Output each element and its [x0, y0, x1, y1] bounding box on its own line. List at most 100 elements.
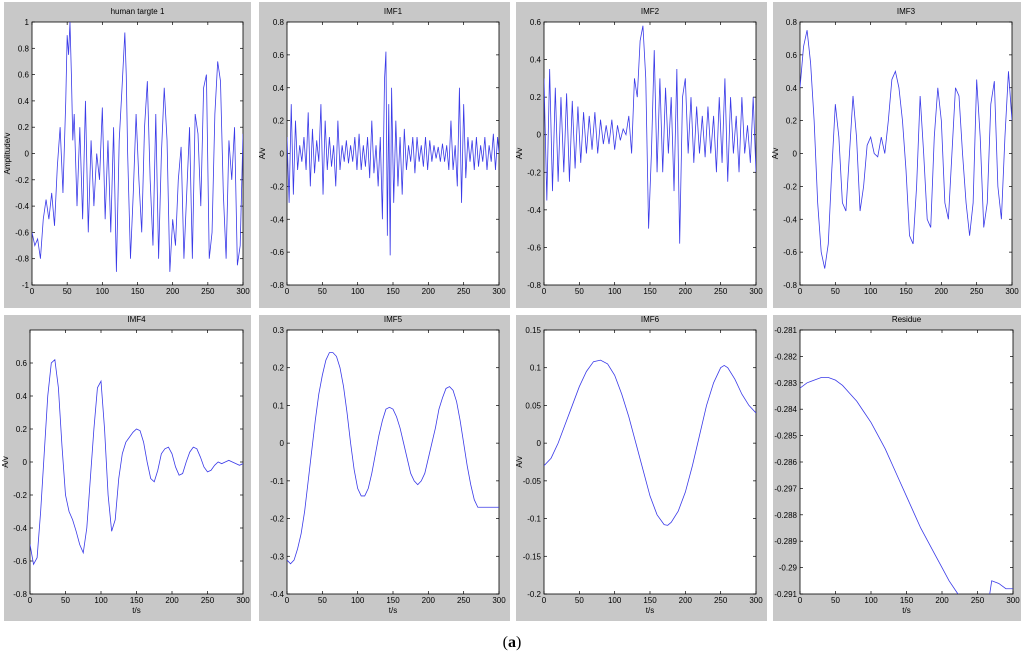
- x-tick-label: 200: [679, 287, 693, 296]
- y-tick-label: -1: [22, 281, 30, 290]
- y-tick-label: -0.3: [270, 552, 284, 561]
- x-tick-label: 150: [643, 287, 657, 296]
- chart-panel-3: 0 50 100 150 200 250 300 -0.8 -0.6 -0.4 -0.2 0 0.2 0.…: [515, 2, 767, 308]
- x-tick-label: 300: [749, 596, 763, 605]
- y-tick-label: 0: [25, 150, 30, 159]
- y-tick-label: 0.4: [18, 97, 30, 106]
- x-tick-label: 150: [899, 287, 913, 296]
- x-tick-label: 300: [749, 287, 763, 296]
- plot-area: [799, 329, 1014, 595]
- chart-panel-7: 0 50 100 150 200 250 300 -0.2 -0.15 -0.1 -0.05 0 0.0…: [515, 315, 767, 621]
- x-tick-label: 0: [285, 596, 290, 605]
- chart-panel-8: 0 50 100 150 200 250 300 -0.291 -0.29 -0.289 -0.28…: [773, 315, 1021, 621]
- y-tick-label: 0.2: [786, 117, 798, 126]
- y-tick-label: 0.4: [786, 84, 798, 93]
- y-axis-label: A/v: [258, 148, 267, 160]
- y-tick-label: 0: [280, 439, 285, 448]
- x-tick-label: 50: [575, 287, 584, 296]
- y-axis-label: A/v: [771, 148, 780, 160]
- x-tick-label: 50: [318, 596, 327, 605]
- y-tick-label: 0.4: [530, 56, 542, 65]
- y-tick-label: -0.2: [527, 168, 541, 177]
- y-tick-label: -0.4: [13, 524, 27, 533]
- x-axis-label: t/s: [389, 606, 397, 615]
- y-axis-label: A/v: [515, 456, 524, 468]
- y-tick-label: -0.2: [527, 590, 541, 599]
- chart-title: human targte 1: [111, 7, 165, 16]
- series-line: [30, 358, 243, 566]
- plot-area: [799, 21, 1013, 286]
- y-tick-label: 0.6: [273, 51, 285, 60]
- y-tick-label: -0.6: [783, 248, 797, 257]
- y-tick-label: 0.8: [273, 18, 285, 27]
- x-tick-label: 300: [492, 287, 506, 296]
- y-tick-label: -0.283: [774, 379, 797, 388]
- x-tick-label: 100: [864, 596, 878, 605]
- y-tick-label: -0.285: [774, 432, 797, 441]
- y-tick-label: -0.4: [527, 206, 541, 215]
- chart-title: Residue: [892, 315, 922, 324]
- y-tick-label: -0.1: [270, 477, 284, 486]
- y-tick-label: 0.1: [273, 401, 285, 410]
- chart-title: IMF1: [384, 7, 403, 16]
- x-tick-label: 150: [643, 596, 657, 605]
- chart-panel-1: 0 50 100 150 200 250 300 -1 -0.8 -0.6 -0.4 -0.2 0 0.2…: [3, 2, 251, 308]
- y-tick-label: -0.29: [779, 564, 798, 573]
- y-tick-label: 1: [25, 18, 30, 27]
- y-tick-label: 0.05: [525, 401, 541, 410]
- y-tick-label: 0.2: [273, 117, 285, 126]
- x-tick-label: 300: [1005, 287, 1019, 296]
- y-tick-label: -0.2: [15, 176, 29, 185]
- figure-caption: (a): [0, 634, 1024, 652]
- y-tick-label: -0.8: [270, 281, 284, 290]
- y-tick-label: -0.6: [15, 228, 29, 237]
- y-tick-label: 0: [793, 150, 798, 159]
- x-tick-label: 250: [970, 287, 984, 296]
- x-tick-label: 200: [935, 596, 949, 605]
- x-tick-label: 0: [285, 287, 290, 296]
- y-tick-label: 0.1: [530, 364, 542, 373]
- chart-title: IMF3: [897, 7, 916, 16]
- y-axis-label: Amplitude/v: [3, 133, 12, 175]
- x-tick-label: 0: [30, 287, 35, 296]
- y-tick-label: 0: [537, 131, 542, 140]
- y-tick-label: 0.6: [18, 71, 30, 80]
- y-tick-label: -0.15: [523, 552, 542, 561]
- y-tick-label: -0.284: [774, 405, 797, 414]
- plot-area: [543, 329, 757, 595]
- x-tick-label: 250: [714, 596, 728, 605]
- y-tick-label: -0.1: [527, 515, 541, 524]
- x-tick-label: 300: [492, 596, 506, 605]
- y-tick-label: -0.289: [774, 537, 797, 546]
- x-tick-label: 100: [351, 596, 365, 605]
- x-tick-label: 150: [131, 287, 145, 296]
- plot-area: [29, 329, 244, 595]
- chart-title: IMF2: [641, 7, 660, 16]
- x-tick-label: 50: [831, 287, 840, 296]
- y-axis-label: A/v: [515, 148, 524, 160]
- chart-panel-5: 0 50 100 150 200 250 300 -0.8 -0.6 -0.4 -0.2 0 0.2 0.…: [1, 315, 251, 621]
- x-tick-label: 100: [608, 287, 622, 296]
- x-tick-label: 50: [318, 287, 327, 296]
- y-tick-label: -0.4: [15, 202, 29, 211]
- y-tick-label: -0.281: [774, 326, 797, 335]
- x-tick-label: 150: [130, 596, 144, 605]
- series-line: [800, 30, 1012, 269]
- series-line: [287, 51, 499, 256]
- y-tick-label: -0.6: [527, 243, 541, 252]
- x-tick-label: 150: [386, 596, 400, 605]
- y-tick-label: -0.8: [527, 281, 541, 290]
- series-line: [544, 25, 756, 244]
- x-tick-label: 250: [714, 287, 728, 296]
- y-tick-label: -0.4: [270, 215, 284, 224]
- y-tick-label: -0.05: [523, 477, 542, 486]
- caption-open: (: [502, 634, 508, 651]
- x-tick-label: 100: [96, 287, 110, 296]
- y-tick-label: 0.8: [18, 44, 30, 53]
- chart-panel-6: 0 50 100 150 200 250 300 -0.4 -0.3 -0.2 -0.1 0 0.1 0.…: [259, 315, 510, 621]
- x-axis-label: t/s: [132, 606, 140, 615]
- x-tick-label: 100: [608, 596, 622, 605]
- y-tick-label: -0.286: [774, 458, 797, 467]
- y-tick-label: 0.6: [530, 18, 542, 27]
